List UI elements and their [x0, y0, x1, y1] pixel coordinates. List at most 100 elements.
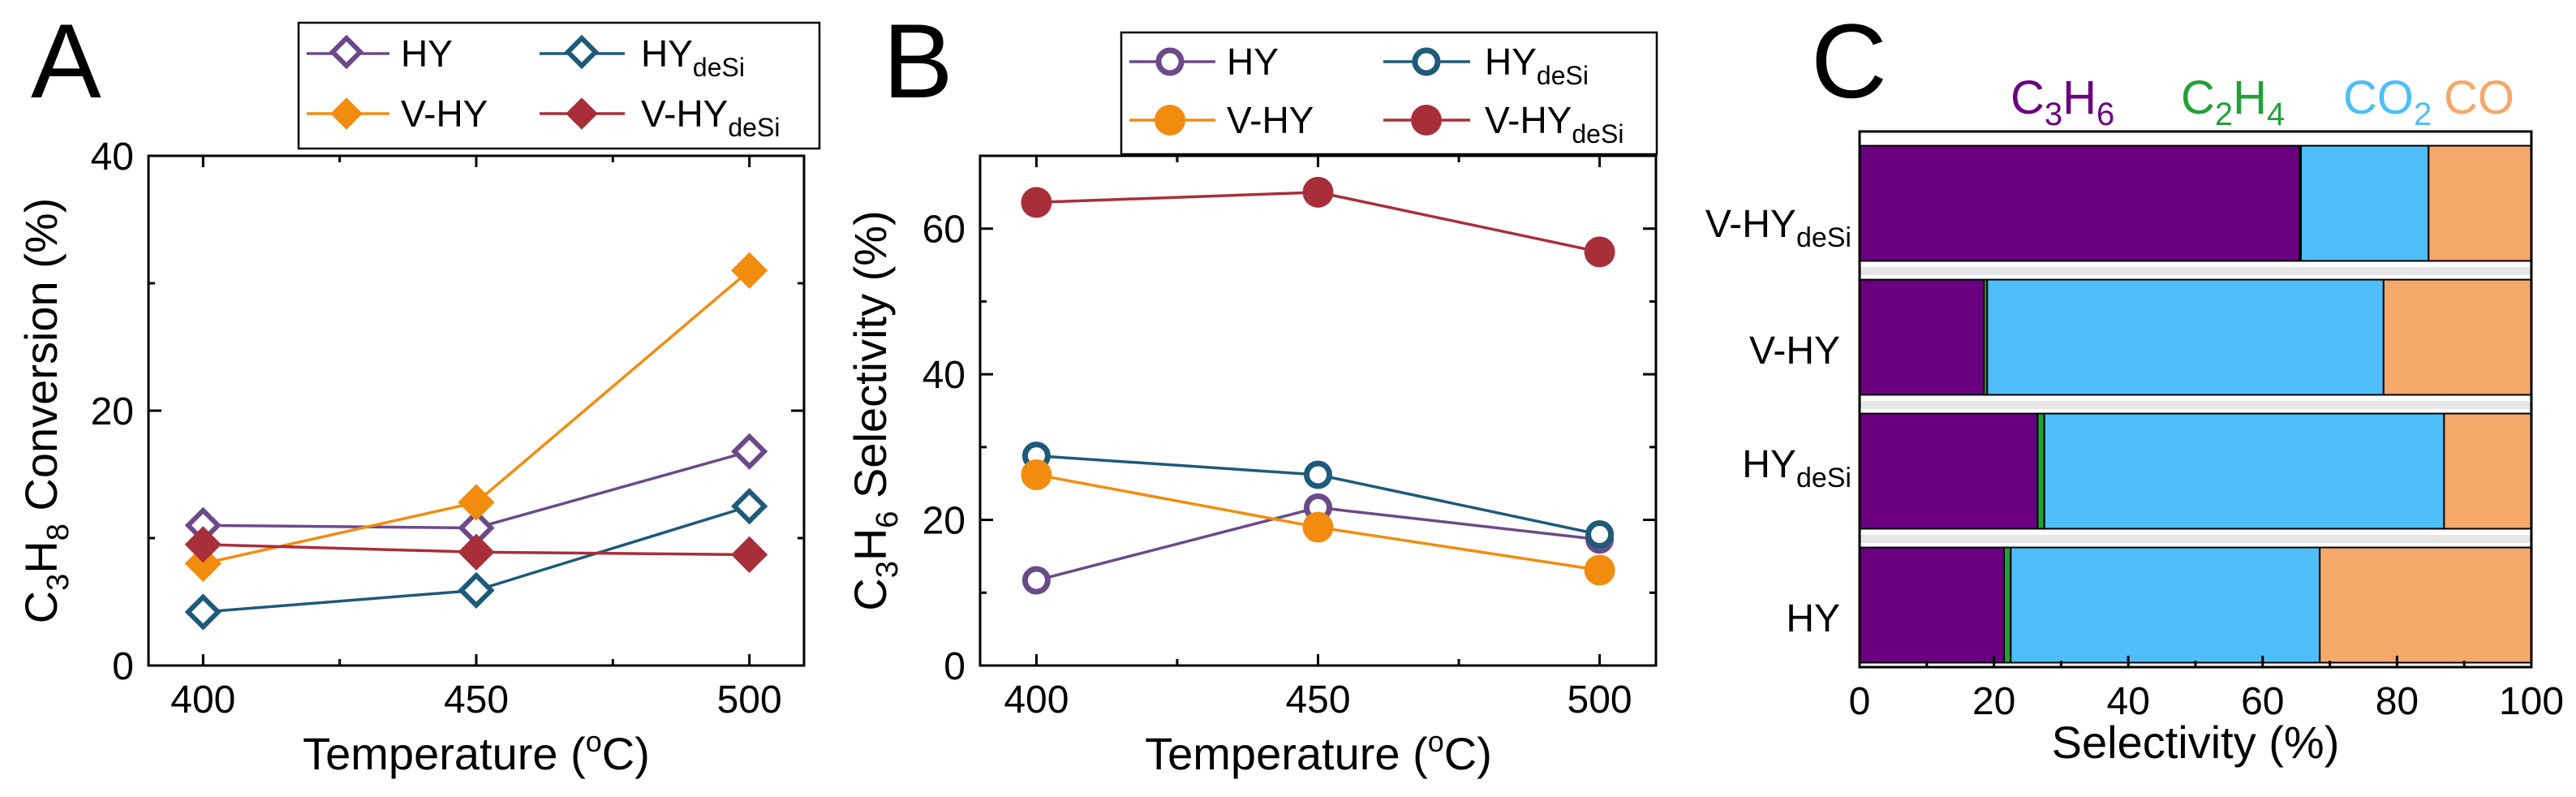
panel-c-bar-segment-co	[2428, 144, 2532, 262]
panel-a-y-tick-label: 20	[91, 390, 134, 433]
panel-b: B HY HYdeSi V-HY V-HYdeSi 400 450 50002040…	[845, 2, 1658, 779]
panel-a-point-hy_desi	[731, 488, 768, 525]
panel-c-bar-segment-co	[2382, 278, 2533, 396]
panel-a-ticks: 400 450 500 0 20 40	[91, 136, 804, 722]
legend-b-vhy-marker	[1155, 105, 1185, 136]
legend-b-hydesi-label: HYdeSi	[1485, 41, 1589, 90]
panel-b-x-tick-label: 450	[1285, 679, 1350, 722]
legend-a-vhy-label: V-HY	[401, 93, 488, 135]
panel-c-bar-segment-co	[2443, 412, 2533, 530]
legend-b-vhy-label: V-HY	[1227, 99, 1314, 141]
panel-c-x-tick-label: 80	[2376, 680, 2419, 723]
legend-a-hydesi-label: HYdeSi	[641, 32, 745, 82]
panel-a-point-v_hy_desi	[731, 536, 768, 574]
panel-a-x-tick-label: 450	[444, 679, 509, 722]
panel-c-bar-segment-co2	[2010, 546, 2321, 664]
panel-c-legend: C3H6 C2H4 CO2 CO	[2010, 71, 2514, 132]
panel-a-point-hy_desi	[458, 571, 495, 609]
panel-b-letter: B	[883, 2, 953, 120]
legend-a-vhydesi-marker	[566, 97, 598, 130]
panel-b-y-axis-title: C3H6 Selectivity (%)	[845, 210, 905, 610]
panel-b-x-axis-title: Temperature (oC)	[1145, 725, 1492, 779]
panel-a-point-v_hy	[458, 484, 495, 521]
legend-b-hy-marker	[1155, 47, 1185, 76]
panel-a-point-v_hy_desi	[458, 533, 495, 571]
panel-a-x-tick-label: 400	[170, 679, 235, 722]
legend-b-hy-label: HY	[1227, 41, 1279, 83]
panel-a-x-axis-title: Temperature (oC)	[303, 725, 650, 779]
panel-a-y-tick-label: 0	[112, 645, 134, 688]
panel-a-point-hy	[184, 506, 221, 544]
panel-c-bar-segment-co2	[2299, 144, 2430, 262]
panel-c-bar-segment-co2	[1986, 278, 2385, 396]
legend-a-vhydesi-label: V-HYdeSi	[641, 93, 780, 142]
panel-c-x-tick-label: 20	[1972, 680, 2015, 723]
panel-c-x-axis-title: Selectivity (%)	[2052, 717, 2340, 768]
panel-b-legend: HY HYdeSi V-HY V-HYdeSi	[1120, 31, 1658, 156]
panel-a-point-v_hy	[731, 252, 768, 289]
legend-b-hydesi-marker	[1412, 47, 1441, 76]
panel-c-bar-segment-c2h4	[2036, 412, 2045, 530]
panel-b-y-tick-label: 20	[922, 500, 965, 543]
panel-b-y-tick-label: 40	[922, 354, 965, 397]
panel-b-y-tick-label: 0	[944, 645, 965, 688]
panel-b-point-hy_desi	[1585, 520, 1615, 549]
panel-a-point-hy	[458, 509, 495, 547]
panel-c: C C3H6 C2H4 CO2 CO 0 20 40 60 80 100 V-HYdeSi…	[1705, 2, 2564, 768]
legend-c-c3h6: C3H6	[2010, 71, 2114, 132]
panel-a-legend-box	[297, 21, 821, 150]
panel-b-point-v_hy_desi	[1584, 236, 1615, 268]
panel-b-point-v_hy	[1302, 511, 1334, 543]
panel-c-x-tick-label: 40	[2107, 680, 2150, 723]
panel-c-category-label: HY	[1786, 597, 1840, 640]
panel-c-bar-segment-c3h6	[1859, 412, 2039, 530]
panel-c-category-label: V-HYdeSi	[1705, 203, 1851, 253]
panel-c-category-label: HYdeSi	[1742, 443, 1851, 493]
panel-c-bar-gap	[1860, 401, 2531, 409]
panel-b-plot-frame	[978, 154, 1658, 667]
panel-c-x-tick-label: 100	[2499, 680, 2564, 723]
panel-b-point-hy	[1021, 566, 1051, 595]
panel-a-x-tick-label: 500	[717, 679, 782, 722]
panel-c-bar-segment-c2h4	[2003, 546, 2012, 664]
panel-c-category-label: V-HY	[1749, 330, 1840, 373]
panel-b-series	[1021, 176, 1615, 595]
panel-b-ticks: 400 450 500 0 20 40 60	[922, 156, 1656, 722]
legend-c-co2: CO2	[2343, 71, 2432, 132]
legend-b-vhydesi-marker	[1411, 105, 1442, 136]
legend-a-hy-label: HY	[401, 32, 453, 75]
panel-c-bar-gap	[1860, 267, 2531, 275]
panel-c-bar-segment-co2	[2043, 412, 2445, 530]
panel-b-x-tick-label: 400	[1004, 679, 1069, 722]
panel-b-y-tick-label: 60	[922, 209, 965, 252]
panel-c-bar-segment-c3h6	[1859, 278, 1985, 396]
panel-c-bar-segment-c3h6	[1859, 546, 2006, 664]
panel-c-bar-segment-co	[2319, 546, 2532, 664]
panel-c-x-tick-label: 0	[1849, 680, 1871, 723]
panel-c-bar-segment-c3h6	[1859, 144, 2301, 262]
panel-b-point-v_hy_desi	[1302, 176, 1334, 208]
panel-a-point-hy	[731, 433, 768, 470]
panel-b-point-v_hy	[1021, 459, 1052, 490]
panel-c-bar-gap	[1860, 535, 2531, 543]
panel-c-letter: C	[1811, 2, 1887, 120]
panel-a-y-tick-label: 40	[91, 136, 134, 179]
panel-a-letter: A	[31, 2, 101, 120]
panel-a-legend: HY HYdeSi V-HY V-HYdeSi	[297, 21, 821, 150]
panel-b-point-hy_desi	[1304, 460, 1332, 489]
legend-a-hydesi-marker	[564, 34, 600, 70]
panel-b-point-v_hy	[1584, 554, 1615, 586]
panel-b-legend-box	[1120, 31, 1658, 156]
panel-b-x-tick-label: 500	[1568, 679, 1632, 722]
legend-b-vhydesi-label: V-HYdeSi	[1485, 99, 1623, 149]
panel-c-x-tick-label: 60	[2241, 680, 2284, 723]
legend-c-c2h4: C2H4	[2181, 71, 2285, 132]
panel-a-point-hy_desi	[184, 593, 221, 631]
panel-c-bars	[1859, 144, 2533, 664]
panel-a-series	[184, 252, 768, 631]
legend-c-co: CO	[2444, 71, 2514, 124]
panel-b-point-v_hy_desi	[1021, 187, 1052, 218]
panel-a-y-axis-title: C3H8 Conversion (%)	[15, 198, 75, 624]
panel-a: A HY HYdeSi V-HY V-HYdeSi 400 450 50002040…	[15, 2, 821, 779]
